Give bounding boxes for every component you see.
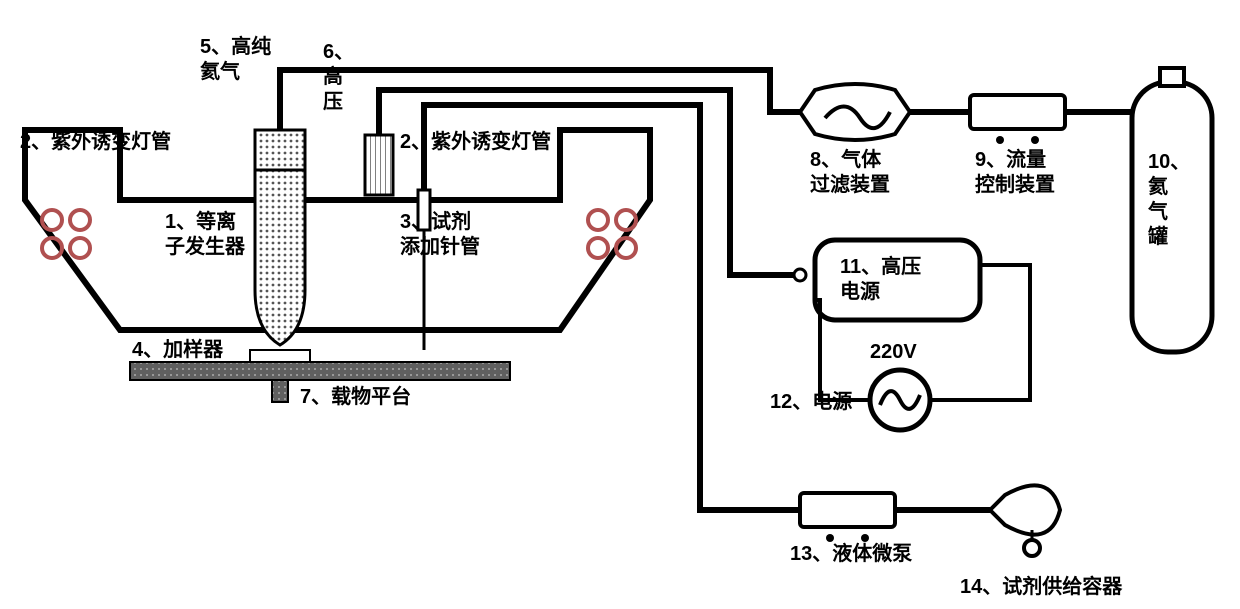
label-12: 12、电源 bbox=[770, 390, 852, 415]
sample-loader bbox=[250, 350, 310, 362]
gas-filter bbox=[800, 84, 910, 140]
reagent-line bbox=[424, 105, 800, 510]
label-14: 14、试剂供给容器 bbox=[960, 575, 1122, 600]
label-2a: 2、紫外诱变灯管 bbox=[20, 130, 171, 155]
label-12v: 220V bbox=[870, 340, 917, 365]
label-13: 13、液体微泵 bbox=[790, 542, 912, 567]
diagram-canvas: 5、高纯氦气 6、高压 2、紫外诱变灯管 2、紫外诱变灯管 1、等离子发生器 3… bbox=[0, 0, 1240, 609]
flow-controller bbox=[970, 95, 1065, 144]
label-9: 9、流量控制装置 bbox=[975, 148, 1055, 198]
gas-line bbox=[280, 70, 800, 130]
label-6: 6、高压 bbox=[323, 40, 354, 115]
label-1: 1、等离子发生器 bbox=[165, 210, 245, 260]
label-3: 3、试剂添加针管 bbox=[400, 210, 480, 260]
power-source bbox=[870, 370, 930, 430]
label-4: 4、加样器 bbox=[132, 338, 223, 363]
label-5: 5、高纯氦气 bbox=[200, 35, 271, 85]
uv-hood bbox=[25, 130, 650, 330]
label-8: 8、气体过滤装置 bbox=[810, 148, 890, 198]
label-11: 11、高压电源 bbox=[840, 255, 921, 305]
label-7: 7、载物平台 bbox=[300, 385, 411, 410]
label-2b: 2、紫外诱变灯管 bbox=[400, 130, 551, 155]
reagent-container bbox=[990, 485, 1060, 556]
hv-terminal bbox=[794, 269, 806, 281]
hv-electrode bbox=[365, 135, 393, 195]
label-10: 10、氦气罐 bbox=[1148, 150, 1190, 250]
diagram-svg bbox=[0, 0, 1240, 609]
plasma-generator bbox=[255, 130, 305, 345]
micropump bbox=[800, 493, 895, 542]
